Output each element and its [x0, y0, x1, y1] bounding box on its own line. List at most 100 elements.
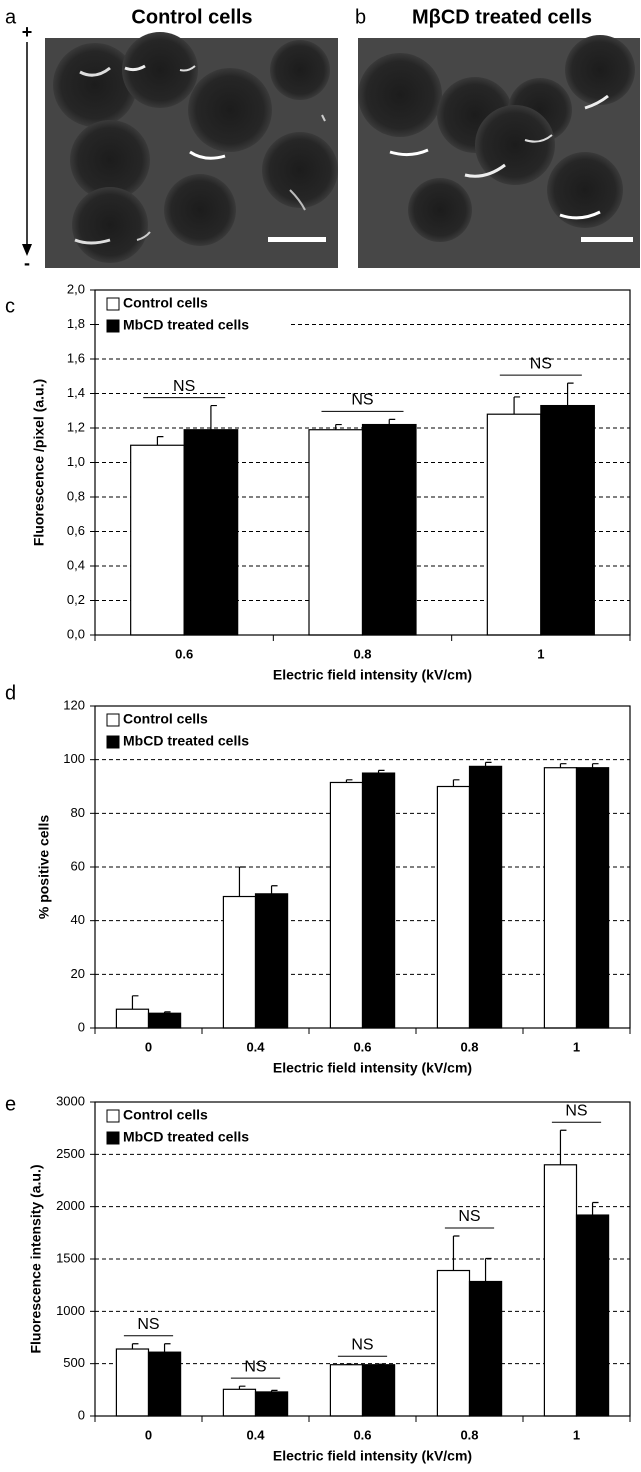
error-bar — [238, 866, 246, 897]
annotation: NS — [244, 1358, 266, 1375]
legend-label: Control cells — [123, 711, 208, 727]
bar — [130, 444, 185, 636]
scale-bar — [581, 237, 633, 242]
y-tick-label: 1,8 — [67, 316, 85, 331]
annotation: NS — [458, 1208, 480, 1225]
annotation: NS — [565, 1102, 587, 1119]
error-bar — [345, 779, 353, 783]
bar — [329, 1364, 364, 1417]
legend-box — [99, 1105, 289, 1149]
error-bar — [163, 1343, 171, 1353]
bar — [183, 429, 239, 636]
legend-swatch — [106, 713, 120, 727]
bar — [575, 1214, 610, 1417]
error-bar — [452, 779, 460, 787]
bar — [436, 785, 471, 1029]
annotation: NS — [351, 1336, 373, 1353]
bar — [222, 1388, 257, 1417]
x-axis-title: Electric field intensity (kV/cm) — [273, 1448, 472, 1464]
annotation: NS — [530, 355, 552, 372]
y-tick-label: 1500 — [56, 1250, 85, 1265]
error-bar — [210, 404, 217, 430]
x-tick-label: 0.8 — [460, 1427, 478, 1442]
bar — [115, 1348, 150, 1417]
bar — [361, 1364, 396, 1417]
x-axis-title: Electric field intensity (kV/cm) — [273, 667, 472, 683]
y-tick-label: 1,6 — [67, 350, 85, 365]
y-tick-label: 0,4 — [67, 557, 85, 572]
y-tick-label: 3000 — [56, 1093, 85, 1108]
legend-label: MbCD treated cells — [123, 733, 249, 749]
legend-swatch — [106, 297, 120, 311]
y-tick-label: 40 — [71, 912, 85, 927]
bar — [486, 413, 542, 636]
cells — [358, 35, 635, 242]
bar — [543, 1164, 578, 1417]
y-tick-label: 80 — [71, 805, 85, 820]
bar — [222, 895, 257, 1029]
bar — [254, 893, 289, 1029]
plot-frame — [94, 289, 631, 636]
x-axis-title: Electric field intensity (kV/cm) — [273, 1060, 472, 1076]
x-tick-label: 0.6 — [353, 1427, 371, 1442]
legend-box — [99, 709, 289, 753]
bar — [468, 1280, 503, 1417]
panel-label: a — [5, 6, 17, 28]
y-tick-label: 0,6 — [67, 523, 85, 538]
error-bar — [388, 418, 396, 425]
y-tick-label: 0,8 — [67, 488, 85, 503]
y-tick-label: 1000 — [56, 1303, 85, 1318]
y-tick-label: 0 — [78, 1019, 85, 1034]
y-axis-title: Fluorescence intensity (a.u.) — [28, 1164, 44, 1353]
bar — [308, 429, 364, 636]
bar — [540, 404, 595, 636]
legend-label: MbCD treated cells — [123, 1129, 249, 1145]
x-tick-label: 1 — [573, 1427, 580, 1442]
panel-label: c — [5, 295, 15, 317]
error-bar — [559, 1129, 567, 1165]
error-bar — [377, 769, 385, 774]
error-bar — [484, 1257, 492, 1282]
legend-swatch — [106, 1131, 120, 1145]
error-bar — [270, 885, 278, 894]
y-tick-label: 20 — [71, 966, 85, 981]
legend-box — [99, 293, 289, 337]
arrow-label: + — [22, 22, 33, 42]
plot-frame — [94, 705, 631, 1029]
bar — [361, 423, 417, 636]
bar — [147, 1012, 182, 1029]
x-tick-label: 0.6 — [353, 1039, 371, 1054]
y-tick-label: 1,4 — [67, 385, 85, 400]
bar — [543, 767, 578, 1029]
error-bar — [452, 1235, 460, 1271]
y-tick-label: 0,0 — [67, 626, 85, 641]
error-bar — [559, 763, 567, 768]
error-bar — [335, 423, 342, 430]
legend-swatch — [106, 1109, 120, 1123]
bar — [147, 1351, 182, 1417]
panel-label: b — [355, 6, 366, 28]
panel-label: e — [5, 1093, 16, 1115]
legend-label: MbCD treated cells — [123, 317, 249, 333]
annotation: NS — [173, 378, 195, 395]
y-tick-label: 1,2 — [67, 419, 85, 434]
y-tick-label: 0 — [78, 1407, 85, 1422]
x-tick-label: 0.8 — [353, 646, 371, 661]
bar — [329, 781, 364, 1029]
error-bar — [484, 761, 492, 767]
x-tick-label: 0.4 — [246, 1427, 265, 1442]
scale-bar — [268, 237, 326, 242]
image-title: MβCD treated cells — [412, 6, 592, 28]
error-bar — [345, 1363, 353, 1365]
x-tick-label: 0 — [145, 1427, 152, 1442]
x-tick-label: 0.6 — [175, 646, 193, 661]
error-bar — [156, 436, 164, 446]
error-bar — [377, 1363, 385, 1365]
y-tick-label: 2,0 — [67, 281, 85, 296]
error-bar — [131, 1343, 139, 1350]
x-tick-label: 0 — [145, 1039, 152, 1054]
x-tick-label: 1 — [537, 646, 544, 661]
bar — [468, 765, 503, 1029]
x-tick-label: 0.8 — [460, 1039, 478, 1054]
